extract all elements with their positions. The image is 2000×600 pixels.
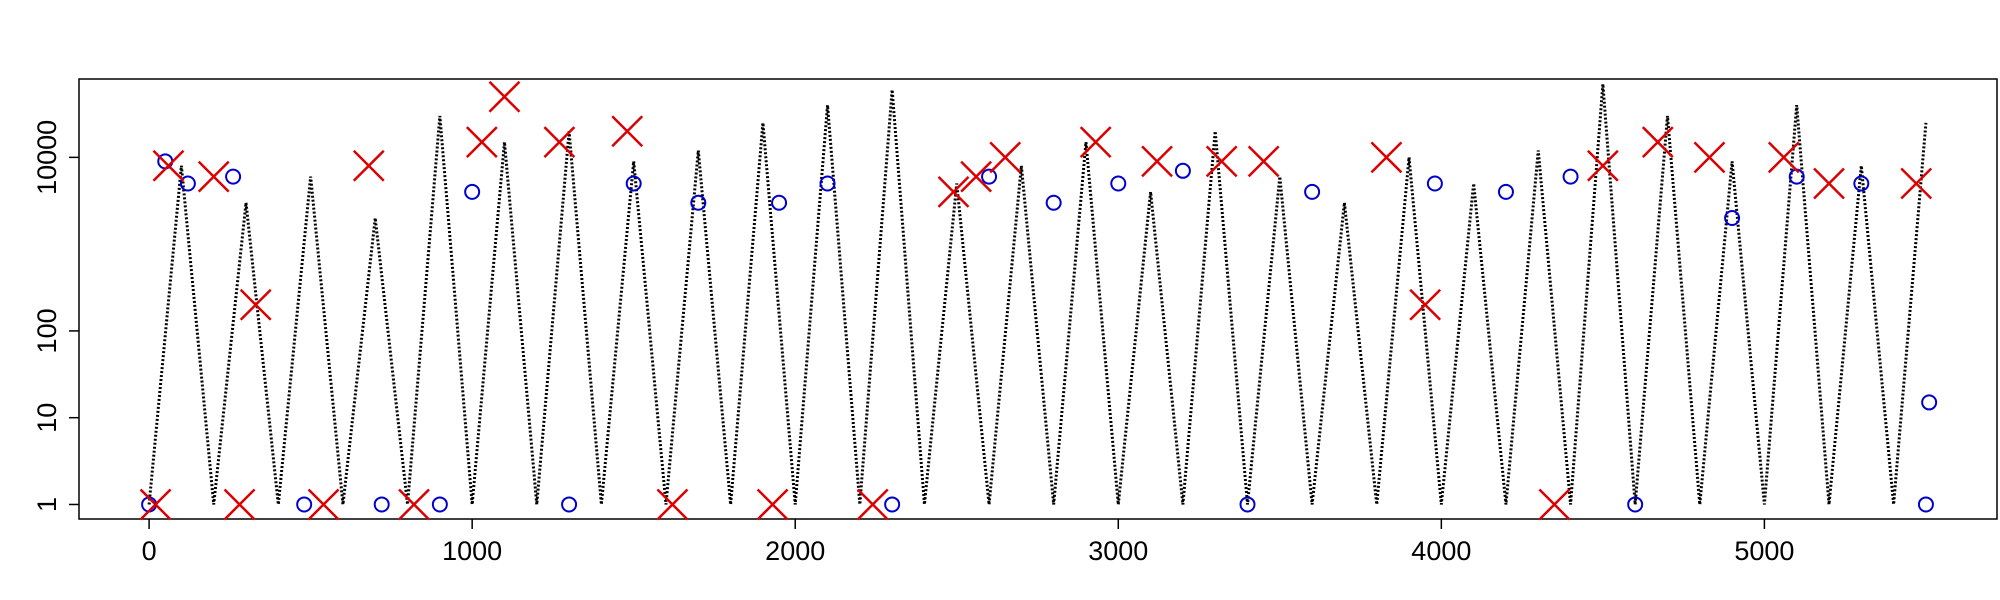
x-point [307, 488, 340, 521]
data-line [147, 83, 1928, 505]
circle-point [464, 183, 481, 200]
x-point [989, 141, 1022, 174]
y-tick-label: 10000 [32, 120, 62, 195]
x-point [488, 80, 521, 113]
circle-point [1426, 175, 1443, 192]
x-point [139, 488, 172, 521]
x-point [1205, 145, 1238, 178]
circle-point [1110, 175, 1127, 192]
x-tick-label: 3000 [1088, 536, 1148, 566]
circle-point [1562, 168, 1579, 185]
x-point [1900, 167, 1933, 200]
x-point [1409, 288, 1442, 321]
x-point [1586, 149, 1619, 182]
x-point [239, 288, 272, 321]
circle-point [981, 168, 998, 185]
x-point [611, 115, 644, 148]
x-point [543, 126, 576, 158]
x-point [1141, 145, 1173, 178]
y-tick-label: 1 [32, 497, 62, 512]
x-point [856, 488, 889, 521]
circle-point [1239, 496, 1256, 513]
x-tick-label: 2000 [765, 536, 825, 566]
circle-point [1304, 183, 1321, 200]
x-point [398, 488, 430, 521]
x-point [1079, 126, 1112, 158]
x-point [1641, 126, 1674, 158]
circle-point [771, 194, 788, 211]
x-tick-label: 5000 [1734, 536, 1794, 566]
x-point [352, 149, 385, 182]
x-point [1767, 141, 1800, 174]
circle-point [690, 194, 707, 211]
circle-point [884, 496, 901, 513]
x-point [937, 176, 970, 208]
x-point [223, 488, 256, 521]
y-tick-label: 10 [32, 403, 62, 433]
x-point [152, 149, 185, 182]
plot-frame [78, 78, 1998, 520]
x-point [465, 126, 498, 158]
x-point [960, 160, 993, 193]
x-tick-label: 4000 [1411, 536, 1471, 566]
y-tick-label: 100 [32, 308, 62, 353]
circle-point [1497, 183, 1514, 200]
x-point [756, 488, 789, 521]
x-point [1370, 141, 1403, 174]
circle-point [431, 496, 448, 513]
circle-point [179, 175, 196, 192]
x-point [1813, 167, 1845, 200]
x-tick-label: 0 [142, 536, 157, 566]
circle-point [1174, 162, 1191, 179]
x-point [656, 488, 689, 521]
circle-point [561, 496, 578, 513]
x-point [1693, 141, 1726, 174]
x-point [197, 160, 230, 193]
circle-point [1917, 496, 1934, 513]
circle-point [1724, 210, 1741, 227]
circle-point [1045, 194, 1062, 211]
circle-point [1627, 496, 1644, 513]
circle-point [1853, 175, 1870, 192]
circle-point [625, 175, 642, 192]
circle-point [1921, 394, 1938, 411]
x-point [1538, 488, 1571, 521]
x-point [1247, 145, 1280, 178]
circle-point [296, 496, 313, 513]
circle-point [225, 168, 242, 185]
x-tick-label: 1000 [442, 536, 502, 566]
circle-point [373, 496, 390, 513]
circle-point [819, 175, 836, 192]
